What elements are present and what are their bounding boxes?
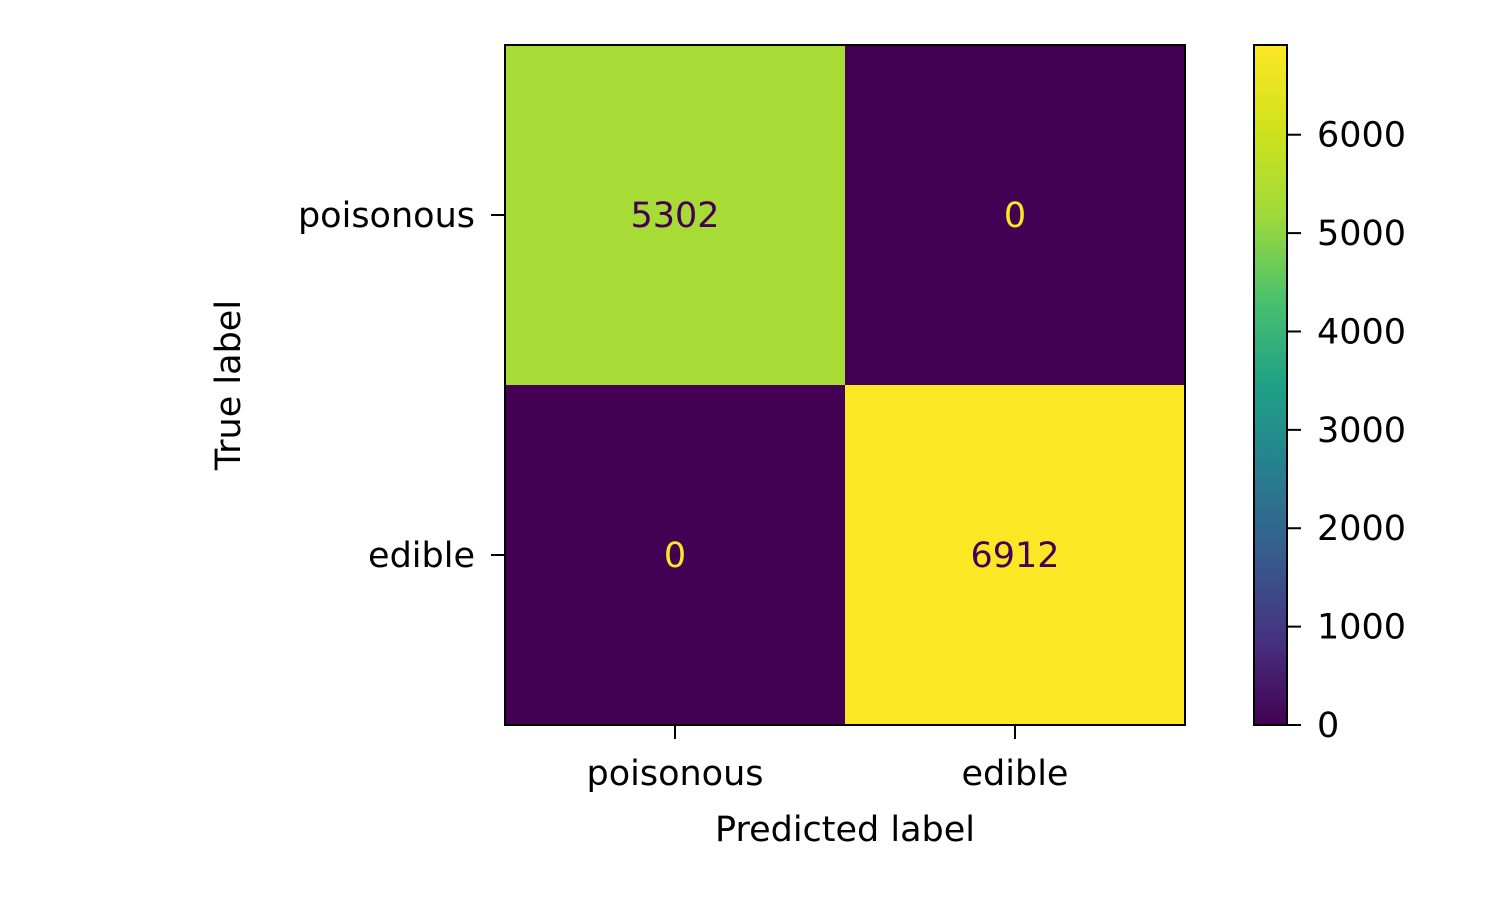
colorbar-ticks: 0 1000 2000 3000 4000 5000 6000 — [1287, 116, 1406, 746]
colorbar-tick-label: 6000 — [1317, 116, 1406, 156]
colorbar-tick-label: 2000 — [1317, 509, 1406, 549]
x-tick-label: edible — [962, 754, 1069, 794]
y-axis-ticks: poisonous edible — [298, 196, 505, 576]
matrix-cell — [845, 45, 1185, 385]
y-tick-label: edible — [368, 536, 475, 576]
y-tick-label: poisonous — [298, 196, 475, 236]
colorbar-tick-label: 0 — [1317, 706, 1339, 746]
cell-value-label: 0 — [1004, 196, 1026, 236]
x-axis-ticks: poisonous edible — [586, 725, 1068, 794]
cell-value-label: 5302 — [630, 196, 719, 236]
matrix-cell — [505, 45, 845, 385]
colorbar-tick-label: 3000 — [1317, 411, 1406, 451]
cell-value-label: 6912 — [970, 536, 1059, 576]
colorbar-tick-label: 4000 — [1317, 312, 1406, 352]
plot-frame — [504, 44, 1186, 726]
colorbar-tick-label: 1000 — [1317, 608, 1406, 648]
colorbar — [1253, 44, 1288, 726]
cell-value-label: 0 — [664, 536, 686, 576]
y-axis-title: True label — [209, 300, 249, 471]
x-tick-label: poisonous — [586, 754, 763, 794]
matrix-cells: 5302 0 0 6912 — [505, 45, 1185, 725]
colorbar-tick-label: 5000 — [1317, 214, 1406, 254]
matrix-cell — [845, 385, 1185, 725]
x-axis-title: Predicted label — [715, 810, 975, 850]
matrix-cell — [505, 385, 845, 725]
